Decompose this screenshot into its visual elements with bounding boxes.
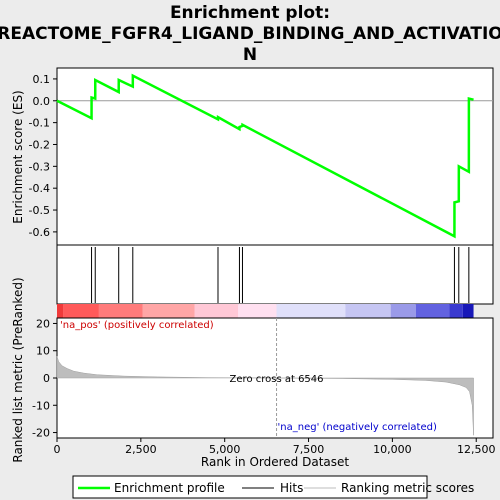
- x-tick-label: 10,000: [373, 443, 412, 456]
- ranking-heat-bar: [57, 304, 474, 318]
- metric-y-tick-label: 0: [43, 372, 50, 385]
- es-y-tick-label: -0.2: [29, 138, 50, 151]
- x-tick-label: 7,500: [293, 443, 325, 456]
- x-tick-label: 0: [54, 443, 61, 456]
- x-tick-label: 12,500: [457, 443, 496, 456]
- heat-segment: [238, 304, 277, 318]
- metric-y-tick-label: 20: [36, 317, 50, 330]
- positive-correlation-label: 'na_pos' (positively correlated): [60, 320, 214, 331]
- metric-y-ticks: 20 10 0 -10 -20: [32, 317, 57, 440]
- x-ticks: 0 2,500 5,000 7,500 10,000 12,500: [54, 438, 496, 456]
- enrichment-profile-line: [56, 73, 474, 239]
- es-y-tick-label: 0.0: [33, 95, 51, 108]
- metric-y-tick-label: 10: [36, 345, 50, 358]
- heat-segment: [57, 304, 64, 318]
- heat-segment: [142, 304, 195, 318]
- chart-title-line3: N: [243, 45, 257, 65]
- metric-y-axis-label: Ranked list metric (PreRanked): [11, 277, 25, 462]
- es-y-axis-label: Enrichment score (ES): [11, 90, 25, 223]
- chart-title-line2: REACTOME_FGFR4_LIGAND_BINDING_AND_ACTIVA…: [0, 24, 500, 44]
- es-y-tick-label: -0.1: [29, 117, 50, 130]
- heat-segment: [63, 304, 99, 318]
- x-tick-label: 2,500: [125, 443, 157, 456]
- hits-panel-background: [56, 244, 494, 305]
- heat-segment: [462, 304, 474, 318]
- zero-cross-label: Zero cross at 6546: [230, 374, 324, 385]
- heat-segment: [415, 304, 450, 318]
- es-y-ticks: 0.1 0.0 -0.1 -0.2 -0.3 -0.4 -0.5 -0.6: [29, 73, 57, 239]
- legend-enrichment-label: Enrichment profile: [114, 481, 225, 495]
- heat-segment: [449, 304, 463, 318]
- x-axis-label: Rank in Ordered Dataset: [201, 455, 349, 469]
- es-y-tick-label: -0.3: [29, 160, 50, 173]
- metric-y-tick-label: -10: [32, 399, 50, 412]
- metric-y-tick-label: -20: [32, 427, 50, 440]
- es-y-tick-label: -0.4: [29, 182, 50, 195]
- es-y-tick-label: -0.6: [29, 226, 50, 239]
- heat-segment: [194, 304, 239, 318]
- es-y-tick-label: -0.5: [29, 204, 50, 217]
- heat-segment: [276, 304, 346, 318]
- es-panel-background: [56, 67, 494, 246]
- legend-metric-label: Ranking metric scores: [341, 481, 474, 495]
- heat-segment: [345, 304, 391, 318]
- legend-hits-label: Hits: [280, 481, 303, 495]
- x-tick-label: 5,000: [209, 443, 241, 456]
- es-y-tick-label: 0.1: [33, 73, 51, 86]
- heat-segment: [98, 304, 143, 318]
- chart-title-line1: Enrichment plot:: [170, 3, 330, 23]
- heat-segment: [390, 304, 416, 318]
- negative-correlation-label: 'na_neg' (negatively correlated): [278, 422, 437, 433]
- legend-box: [72, 475, 428, 499]
- hits-group: [91, 247, 470, 303]
